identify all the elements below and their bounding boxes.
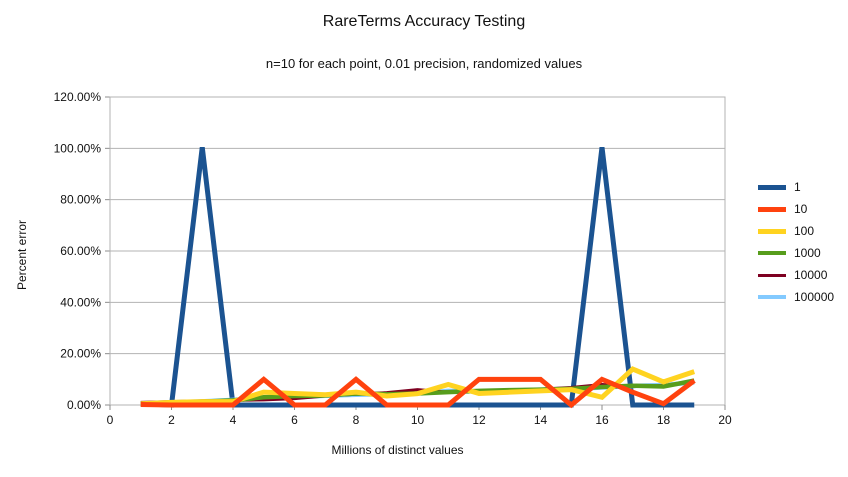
- legend-swatch: [758, 184, 786, 190]
- x-tick-label: 6: [291, 413, 298, 427]
- x-tick-label: 18: [657, 413, 671, 427]
- legend-item: 1000: [758, 242, 834, 264]
- series-line-1: [140, 147, 695, 408]
- legend-swatch: [758, 228, 786, 234]
- y-tick-label: 120.00%: [54, 90, 102, 104]
- y-tick-label: 60.00%: [60, 244, 101, 258]
- x-tick-label: 8: [353, 413, 360, 427]
- x-tick-label: 14: [534, 413, 548, 427]
- legend-item: 100: [758, 220, 834, 242]
- x-tick-label: 2: [168, 413, 175, 427]
- x-tick-label: 16: [595, 413, 609, 427]
- legend-label: 100: [794, 224, 815, 238]
- legend-swatch: [758, 294, 786, 300]
- x-tick-label: 0: [107, 413, 114, 427]
- x-tick-label: 10: [411, 413, 425, 427]
- legend-item: 10: [758, 198, 834, 220]
- x-tick-label: 20: [718, 413, 732, 427]
- legend-swatch: [758, 273, 786, 277]
- y-tick-label: 80.00%: [60, 193, 101, 207]
- legend-swatch: [758, 250, 786, 256]
- series-line-100: [140, 366, 696, 407]
- x-axis-title: Millions of distinct values: [331, 443, 464, 457]
- chart-subtitle: n=10 for each point, 0.01 precision, ran…: [265, 56, 583, 71]
- legend-item: 100000: [758, 286, 834, 308]
- x-tick-label: 12: [472, 413, 486, 427]
- x-tick-label: 4: [230, 413, 237, 427]
- legend-label: 10000: [794, 268, 828, 282]
- y-tick-label: 100.00%: [54, 141, 102, 155]
- legend: 1 10 100 1000 10000 100000: [758, 176, 834, 308]
- chart-title: RareTerms Accuracy Testing: [322, 13, 526, 30]
- series-line-10: [140, 376, 696, 409]
- legend-label: 10: [794, 202, 808, 216]
- legend-label: 1: [794, 180, 801, 194]
- y-tick-label: 0.00%: [67, 398, 101, 412]
- legend-item: 1: [758, 176, 834, 198]
- legend-swatch: [758, 206, 786, 212]
- legend-label: 100000: [794, 290, 835, 304]
- legend-label: 1000: [794, 246, 821, 260]
- y-tick-label: 20.00%: [60, 347, 101, 361]
- legend-item: 10000: [758, 264, 834, 286]
- y-tick-label: 40.00%: [60, 295, 101, 309]
